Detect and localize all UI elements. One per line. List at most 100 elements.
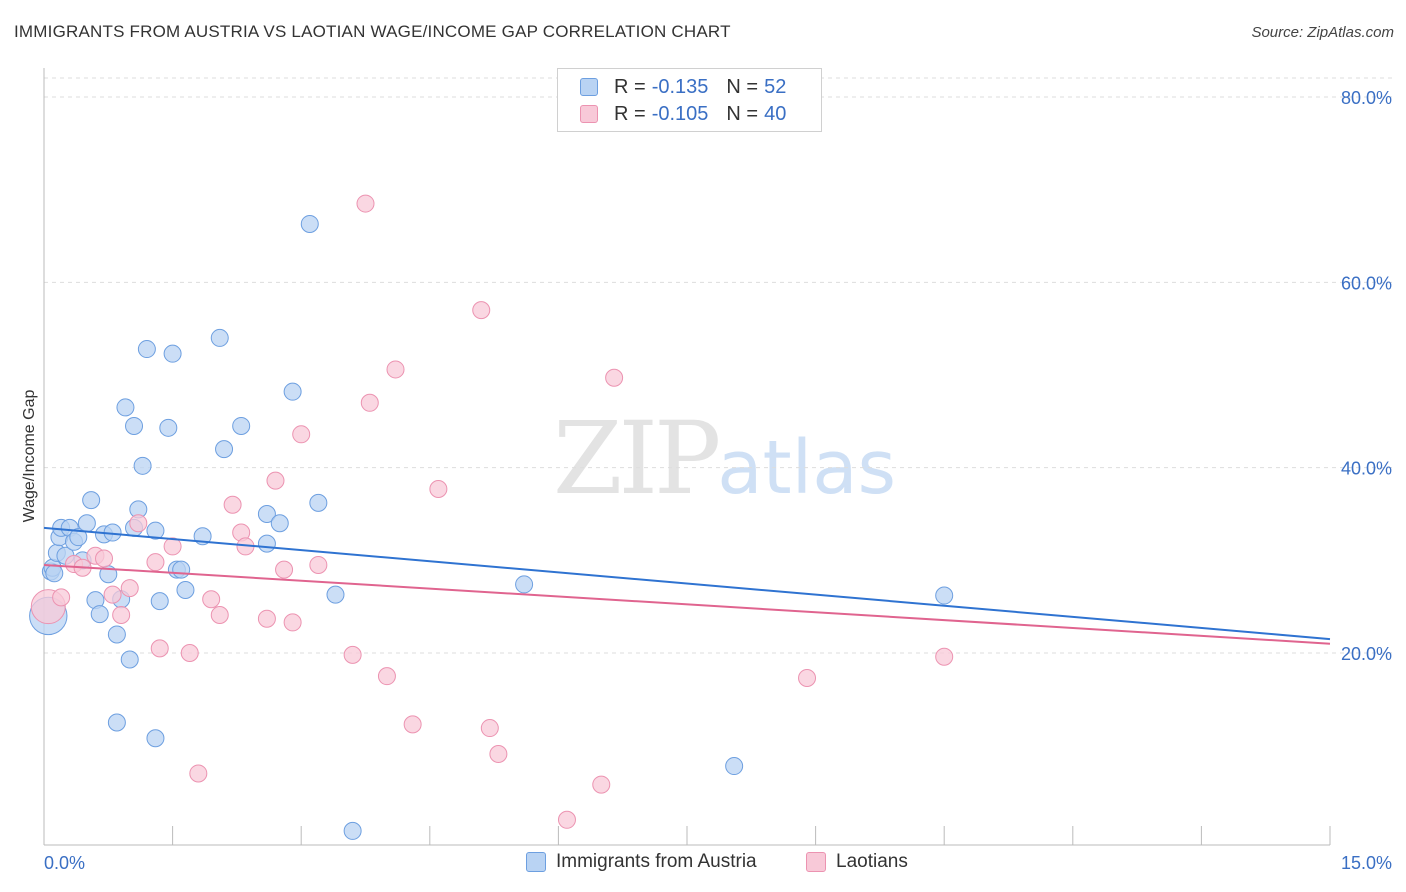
point-austria — [159, 418, 178, 437]
point-laotian — [386, 360, 405, 379]
legend-row-austria: R = -0.135 N = 52 — [580, 74, 786, 100]
point-laotian — [798, 669, 817, 688]
point-austria — [146, 729, 165, 748]
point-austria — [257, 505, 276, 523]
point-laotian — [480, 719, 499, 738]
point-austria — [326, 585, 345, 604]
point-austria — [133, 456, 152, 475]
point-laotian — [356, 194, 375, 213]
point-austria — [176, 580, 195, 599]
point-austria — [309, 493, 328, 512]
x-tick-label-max: 15.0% — [1341, 853, 1392, 873]
point-laotian — [223, 495, 242, 514]
y-tick-label: 20.0% — [1341, 644, 1392, 664]
legend-n-value: 40 — [764, 102, 787, 125]
point-laotian — [257, 609, 276, 628]
point-laotian — [377, 667, 396, 686]
point-laotian — [163, 537, 182, 556]
point-laotian — [592, 775, 611, 794]
point-austria — [163, 344, 182, 363]
point-laotian — [146, 553, 165, 572]
point-austria — [172, 560, 191, 579]
series-legend-austria: Immigrants from Austria — [526, 851, 757, 873]
series-label-laotian: Laotians — [836, 851, 908, 872]
point-laotian — [275, 560, 294, 579]
point-austria — [270, 514, 289, 533]
source-credit: Source: ZipAtlas.com — [1251, 24, 1394, 41]
point-laotian — [189, 764, 208, 783]
point-laotian — [112, 606, 131, 625]
legend-n-label: N = — [726, 75, 759, 98]
point-austria — [116, 398, 135, 417]
point-laotian — [489, 745, 508, 764]
point-laotian — [202, 590, 221, 609]
x-tick-label-min: 0.0% — [44, 853, 85, 873]
point-laotian — [403, 715, 422, 734]
point-laotian — [557, 810, 576, 829]
point-austria — [257, 534, 276, 553]
point-laotian — [360, 393, 379, 412]
point-austria — [107, 713, 126, 732]
point-laotian — [283, 613, 302, 632]
point-austria — [343, 821, 362, 840]
point-austria — [82, 491, 101, 510]
legend-r-value: -0.135 — [651, 75, 709, 98]
point-laotian — [95, 549, 114, 568]
point-laotian — [210, 606, 229, 625]
legend-r-label: R = — [614, 102, 646, 125]
point-austria — [125, 416, 144, 435]
legend-swatch-austria — [580, 78, 598, 96]
point-austria — [232, 416, 251, 435]
series-legend-laotian: Laotians — [806, 851, 908, 873]
point-laotian — [472, 301, 491, 320]
point-austria — [300, 214, 319, 233]
y-tick-label: 80.0% — [1341, 88, 1392, 108]
point-laotian — [429, 479, 448, 498]
point-laotian — [120, 579, 139, 598]
point-laotian — [103, 585, 122, 604]
point-laotian — [292, 425, 311, 444]
point-laotian — [266, 471, 285, 490]
point-austria — [215, 440, 234, 459]
point-laotian — [309, 555, 328, 574]
point-austria — [120, 650, 139, 669]
point-austria — [107, 625, 126, 644]
series-label-austria: Immigrants from Austria — [556, 851, 757, 872]
point-austria — [69, 528, 88, 547]
point-austria — [77, 514, 96, 533]
series-swatch-austria — [526, 852, 546, 872]
watermark-zip: ZIP — [553, 400, 721, 517]
point-laotian — [935, 647, 954, 666]
point-austria — [137, 340, 156, 359]
point-austria — [150, 592, 169, 611]
y-tick-label: 40.0% — [1341, 459, 1392, 479]
watermark: ZIPatlas — [553, 400, 896, 517]
legend-n-label: N = — [726, 102, 759, 125]
trendline-laotian — [43, 563, 1331, 645]
series-swatch-laotian — [806, 852, 826, 872]
legend-n-value: 52 — [764, 75, 787, 98]
point-laotian — [180, 644, 199, 662]
point-laotian — [129, 514, 148, 533]
point-austria — [146, 521, 165, 540]
y-axis-label: Wage/Income Gap — [21, 389, 38, 523]
chart-title: IMMIGRANTS FROM AUSTRIA VS LAOTIAN WAGE/… — [14, 22, 731, 41]
point-laotian — [150, 639, 169, 658]
point-laotian — [605, 368, 624, 387]
legend-row-laotian: R = -0.105 N = 40 — [580, 101, 786, 127]
point-laotian — [343, 645, 362, 664]
correlation-legend: R = -0.135 N = 52 R = -0.105 N = 40 — [557, 68, 822, 132]
point-austria — [725, 757, 744, 776]
point-austria — [515, 575, 534, 594]
point-laotian — [52, 588, 71, 607]
legend-r-label: R = — [614, 75, 646, 98]
legend-swatch-laotian — [580, 105, 598, 123]
legend-r-value: -0.105 — [651, 102, 709, 125]
point-austria — [45, 564, 64, 583]
point-austria — [90, 605, 109, 624]
point-austria — [210, 328, 229, 347]
point-austria — [935, 586, 954, 605]
y-tick-label: 60.0% — [1341, 273, 1392, 293]
point-austria — [283, 382, 302, 401]
